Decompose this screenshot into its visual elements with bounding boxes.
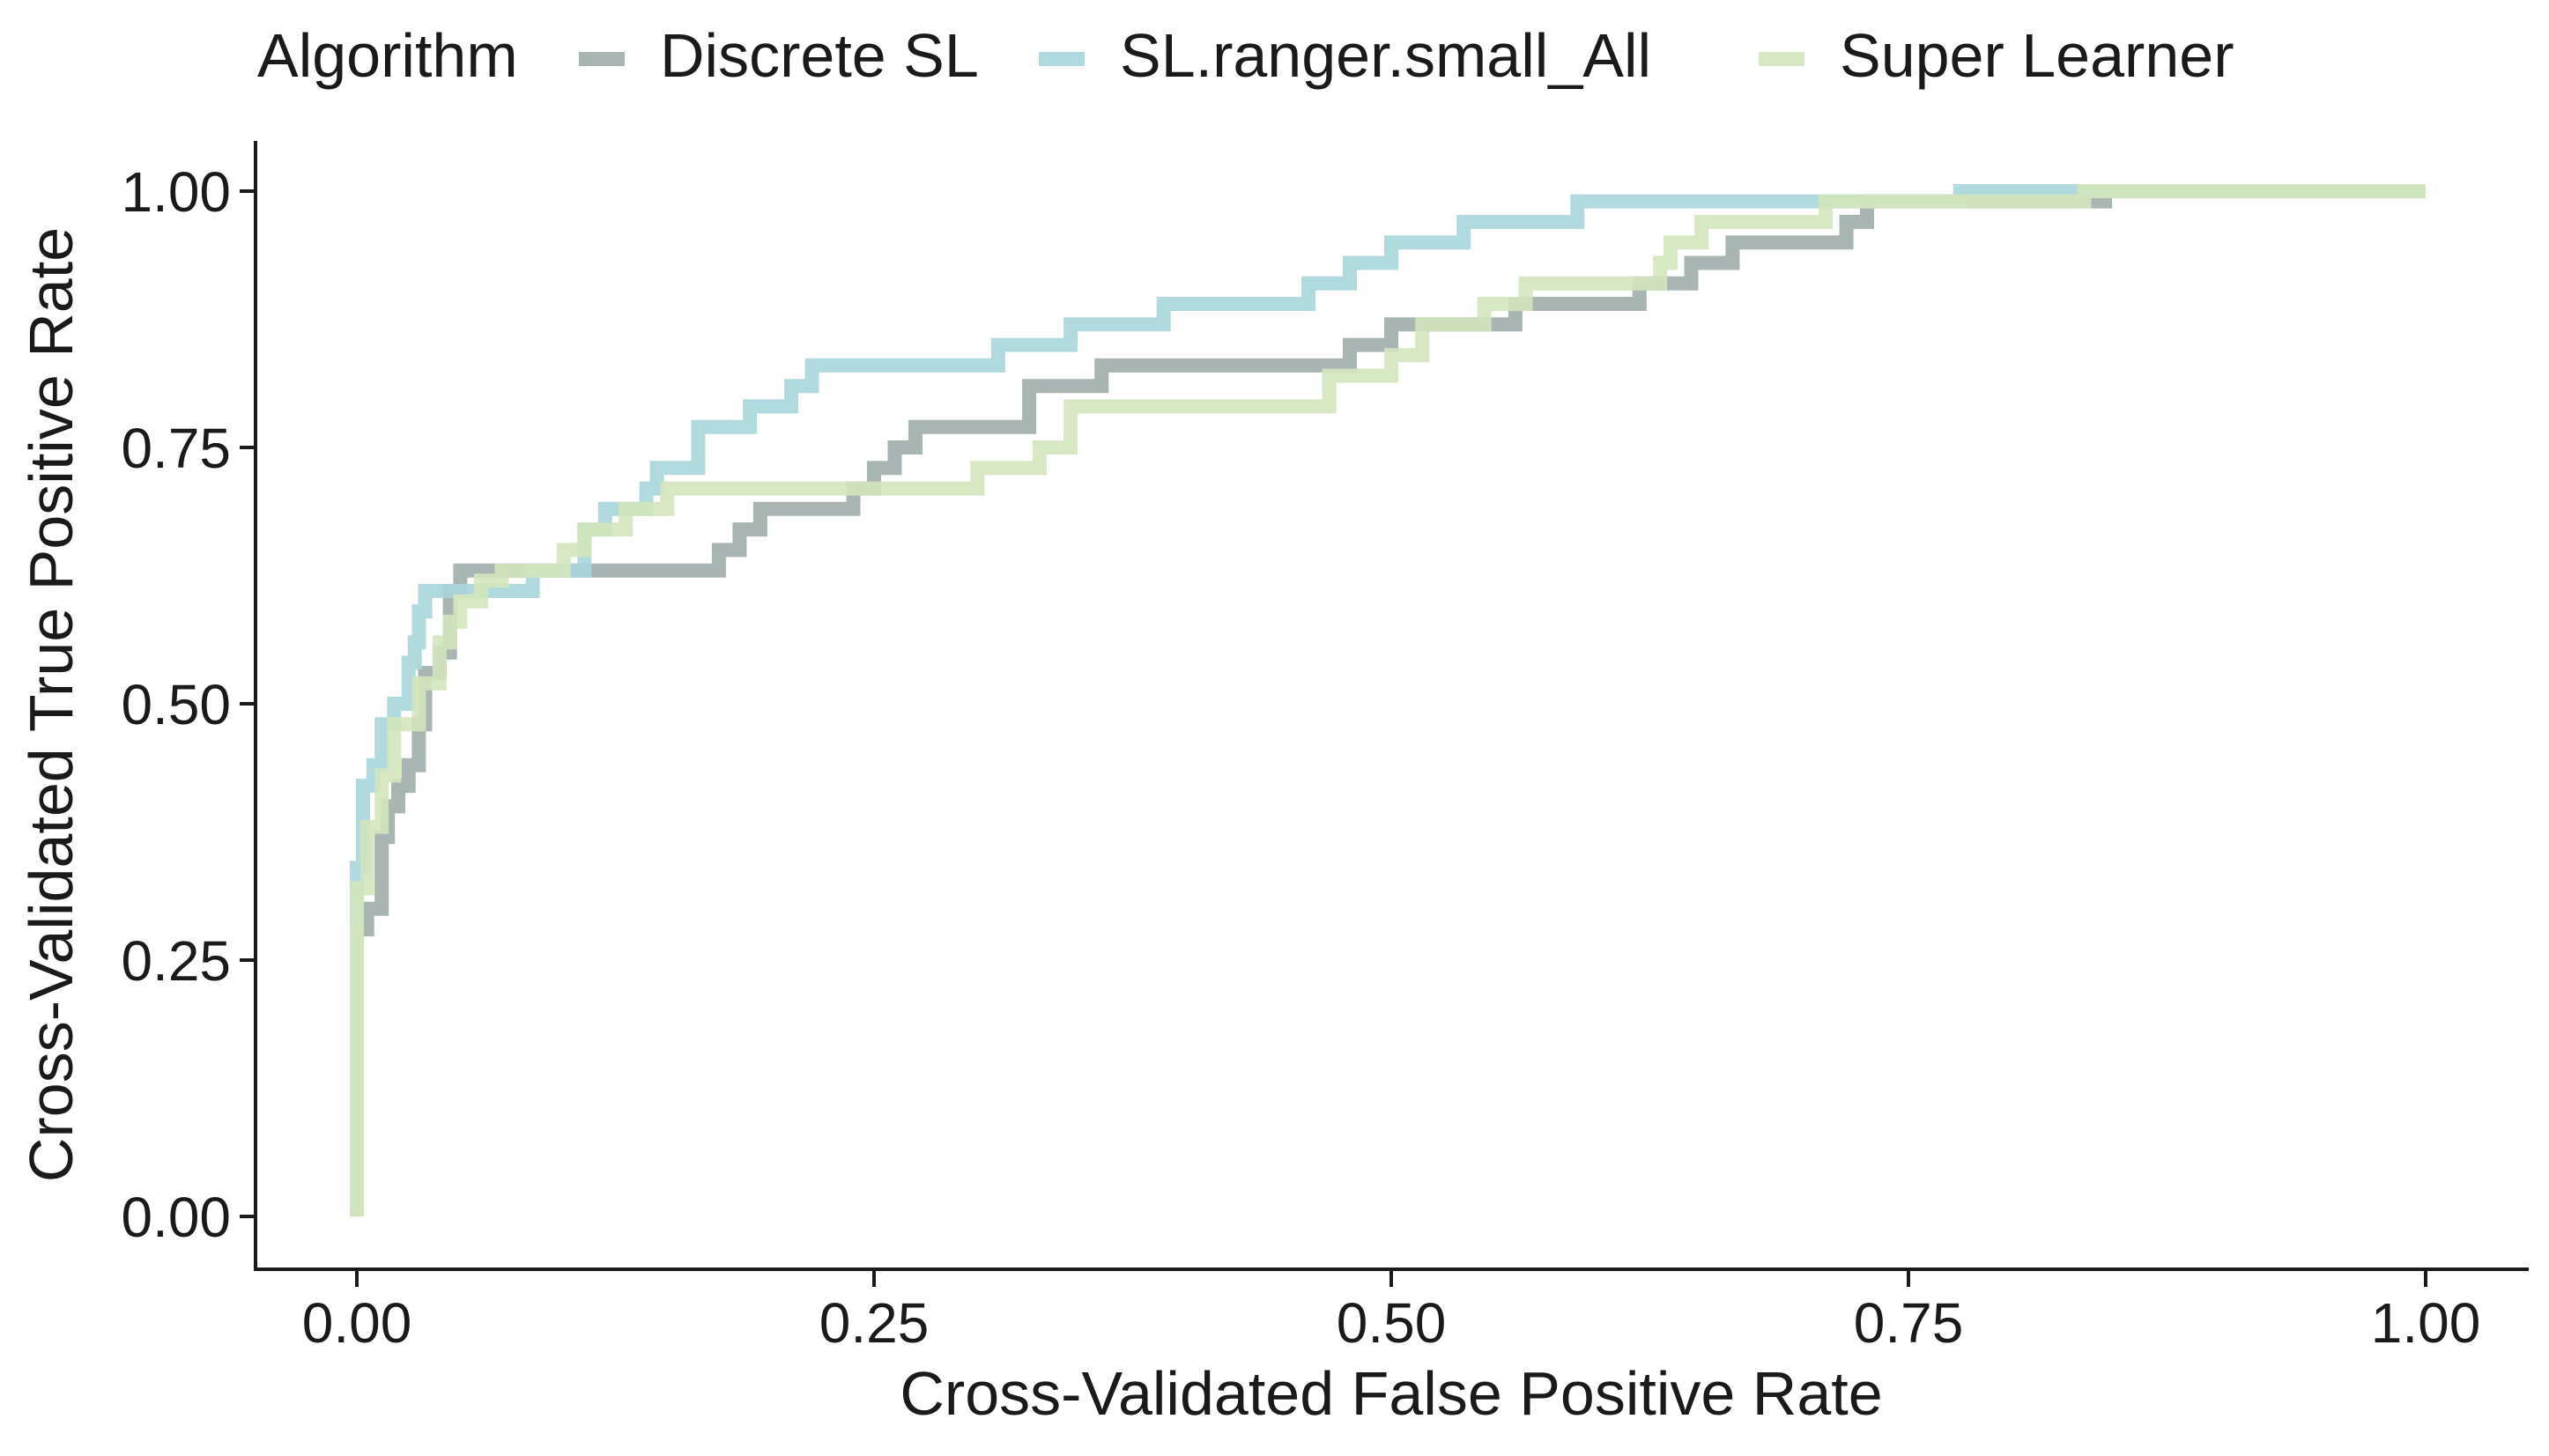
series-line-1 [350, 184, 2426, 1216]
x-tick-label: 1.00 [2371, 1291, 2481, 1355]
plot-area: 0.00 0.25 0.50 0.75 1.00 0.00 0.25 0.50 0.75 1.0… [121, 141, 2529, 1355]
y-tick-label: 1.00 [121, 160, 231, 224]
x-axis-ticks: 0.00 0.25 0.50 0.75 1.00 [302, 1271, 2481, 1355]
series-line-3 [350, 184, 2426, 1216]
x-tick-label: 0.50 [1337, 1291, 1447, 1355]
x-tick-label: 0.75 [1854, 1291, 1964, 1355]
y-tick-label: 0.25 [121, 929, 231, 993]
x-tick-label: 0.00 [302, 1291, 412, 1355]
y-tick-label: 0.50 [121, 673, 231, 736]
y-tick-label: 0.75 [121, 417, 231, 480]
series-line-2 [350, 184, 2426, 1216]
y-tick-label: 0.00 [121, 1186, 231, 1249]
y-axis-title: Cross-Validated True Positive Rate [17, 227, 85, 1182]
x-tick-label: 0.25 [819, 1291, 930, 1355]
legend-title: Algorithm [257, 21, 518, 90]
legend-label-2: SL.ranger.small_All [1120, 21, 1651, 90]
series-layer [350, 184, 2426, 1216]
legend-entries: Discrete SL SL.ranger.small_All Super Lear… [579, 21, 2234, 90]
legend: Algorithm Discrete SL SL.ranger.small_All… [257, 21, 2234, 90]
legend-label-1: Discrete SL [660, 21, 979, 90]
x-axis-title: Cross-Validated False Positive Rate [900, 1359, 1882, 1428]
legend-label-3: Super Learner [1840, 21, 2234, 90]
y-axis-ticks: 0.00 0.25 0.50 0.75 1.00 [121, 160, 256, 1249]
